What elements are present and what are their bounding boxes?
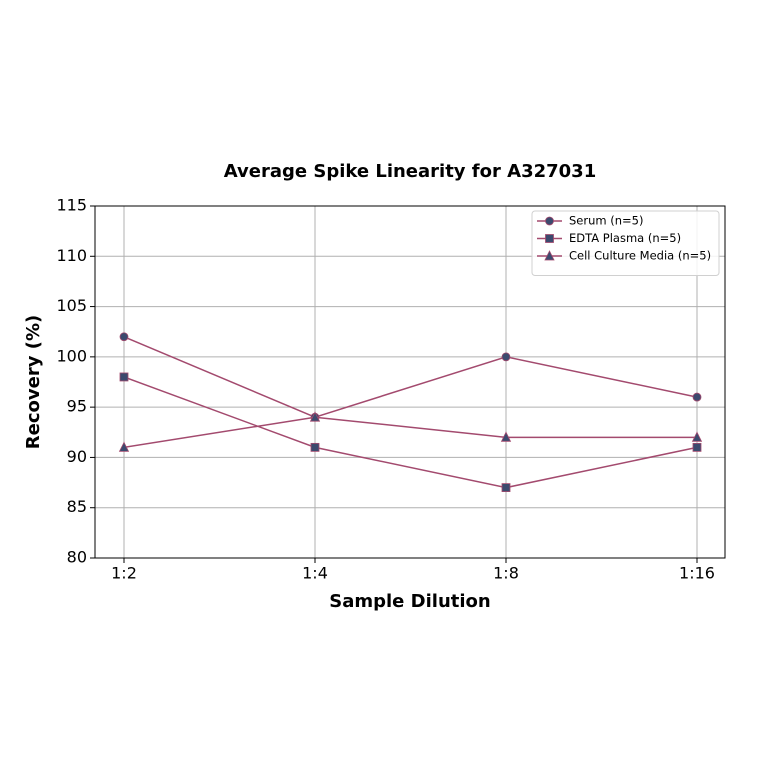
plot-frame — [94, 205, 726, 559]
x-tick-label: 1:4 — [302, 564, 328, 583]
y-tick-label: 90 — [67, 447, 87, 466]
marker — [501, 352, 511, 362]
y-tick-label: 80 — [67, 548, 87, 567]
series-line — [123, 416, 697, 449]
marker — [692, 442, 702, 452]
legend-marker — [544, 250, 555, 261]
legend-marker — [545, 216, 554, 226]
y-tick-label: 105 — [56, 296, 87, 315]
marker — [118, 441, 130, 452]
legend-box — [531, 210, 720, 276]
chart-title: Average Spike Linearity for A327031 — [224, 161, 596, 182]
marker — [119, 332, 129, 342]
x-tick-label: 1:2 — [111, 564, 137, 583]
legend-label: EDTA Plasma (n=5) — [569, 231, 681, 245]
y-axis-label: Recovery (%) — [23, 315, 44, 449]
marker — [692, 392, 702, 402]
y-tick-label: 100 — [56, 346, 87, 365]
y-tick-label: 95 — [67, 397, 87, 416]
marker — [500, 431, 512, 442]
marker — [309, 411, 321, 422]
marker — [501, 483, 511, 493]
series-line — [123, 376, 698, 489]
y-tick-label: 110 — [56, 246, 87, 265]
marker — [119, 372, 129, 382]
marker — [310, 442, 320, 452]
x-tick-label: 1:16 — [679, 564, 715, 583]
x-tick-label: 1:8 — [493, 564, 519, 583]
x-axis-label: Sample Dilution — [329, 591, 490, 612]
y-tick-label: 85 — [67, 497, 87, 516]
legend-marker — [545, 234, 554, 243]
legend-label: Cell Culture Media (n=5) — [569, 249, 711, 263]
marker — [691, 431, 703, 442]
legend-label: Serum (n=5) — [569, 214, 643, 228]
y-tick-label: 115 — [56, 196, 87, 215]
series-line — [123, 336, 698, 418]
